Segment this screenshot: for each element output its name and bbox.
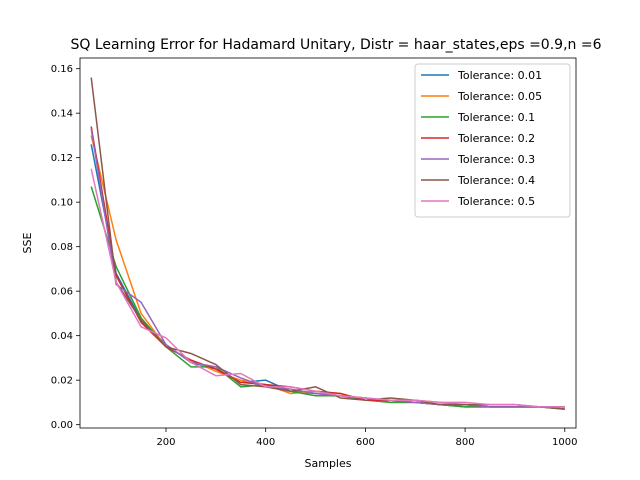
y-axis-label: SSE: [21, 232, 34, 253]
y-tick-label: 0.14: [51, 109, 73, 120]
y-tick-label: 0.00: [51, 420, 73, 431]
series-layer: [90, 77, 565, 410]
legend-box: [414, 63, 571, 218]
chart-title: SQ Learning Error for Hadamard Unitary, …: [70, 37, 601, 53]
y-axis: 0.00 0.02 0.04 0.06 0.08 0.10 0.12 0.14 0.16: [51, 64, 80, 431]
y-tick-label: 0.12: [51, 153, 73, 164]
legend-label: Tolerance: 0.4: [457, 174, 535, 187]
x-tick-label: 1000: [552, 437, 577, 448]
legend-label: Tolerance: 0.3: [457, 153, 535, 166]
legend-label: Tolerance: 0.5: [457, 195, 535, 208]
legend-label: Tolerance: 0.1: [457, 111, 535, 124]
y-tick-label: 0.02: [51, 376, 73, 387]
x-tick-label: 800: [456, 437, 475, 448]
y-tick-label: 0.04: [51, 331, 73, 342]
y-tick-label: 0.08: [51, 242, 73, 253]
x-tick-label: 600: [356, 437, 375, 448]
x-tick-label: 400: [256, 437, 275, 448]
series-line: [90, 168, 565, 408]
x-axis-label: Samples: [305, 457, 352, 470]
y-tick-label: 0.16: [51, 64, 73, 75]
y-tick-label: 0.06: [51, 287, 73, 298]
x-axis: 200 400 600 800 1000: [156, 428, 578, 448]
y-tick-label: 0.10: [51, 198, 73, 209]
legend-label: Tolerance: 0.2: [457, 132, 535, 145]
legend: Tolerance: 0.01 Tolerance: 0.05 Tolerance:…: [414, 63, 571, 218]
legend-label: Tolerance: 0.01: [457, 69, 542, 82]
axes-frame: [79, 57, 577, 429]
legend-label: Tolerance: 0.05: [457, 90, 542, 103]
x-tick-label: 200: [156, 437, 175, 448]
